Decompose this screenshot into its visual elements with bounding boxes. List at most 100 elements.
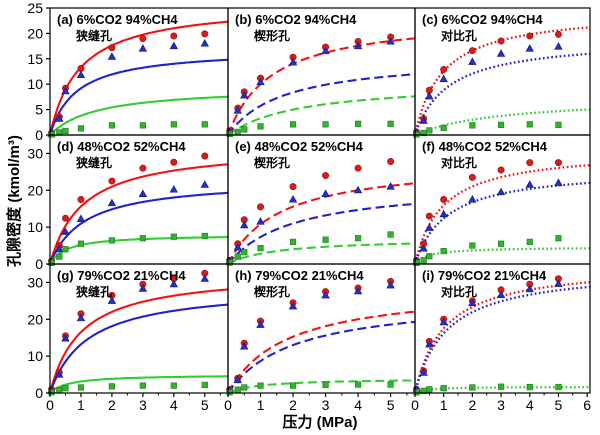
- panel-frame: [227, 134, 416, 265]
- x-tick-label: 5: [201, 397, 209, 413]
- red-circle-markers: [48, 269, 209, 393]
- green-square-markers: [48, 381, 208, 396]
- x-tick-label: 5: [387, 397, 395, 413]
- x-tick-label: 5: [555, 397, 563, 413]
- x-tick-label: 1: [440, 397, 448, 413]
- panel-i-title: (i) 79%CO2 21%CH4: [422, 268, 547, 283]
- panel-d-subtitle: 狭缝孔: [76, 156, 113, 170]
- panel-h-title: (h) 79%CO2 21%CH4: [235, 268, 364, 283]
- x-tick-label: 2: [468, 397, 476, 413]
- panel-frame: [414, 263, 591, 394]
- blue-fit-curve: [227, 202, 416, 265]
- blue-triangle-markers: [412, 42, 563, 136]
- panel-e: [225, 134, 416, 266]
- red-circle-markers: [412, 30, 562, 136]
- green-square-markers: [226, 231, 394, 266]
- y-tick-label: 10: [27, 348, 43, 364]
- x-tick-label: 0: [224, 397, 232, 413]
- panel-e-title: (e) 48%CO2 52%CH4: [235, 139, 363, 154]
- panel-g: 0 10 20 30 0 1 2 3 4 5: [27, 263, 229, 413]
- panel-d-title: (d) 48%CO2 52%CH4: [57, 139, 186, 154]
- panel-g-title: (g) 79%CO2 21%CH4: [57, 268, 186, 283]
- y-tick-label: 0: [35, 256, 43, 272]
- y-tick-label: 0: [35, 127, 43, 143]
- panel-h-subtitle: 楔形孔: [254, 285, 291, 299]
- panel-g-subtitle: 狭缝孔: [76, 285, 113, 299]
- green-square-markers: [48, 232, 208, 266]
- x-tick-label: 4: [170, 397, 178, 413]
- x-tick-label: 6: [583, 397, 591, 413]
- panel-frame: [227, 263, 416, 394]
- blue-triangle-markers: [412, 178, 563, 265]
- panel-b-subtitle: 楔形孔: [254, 29, 291, 43]
- red-fit-curve: [227, 310, 416, 394]
- x-tick-label: 3: [139, 397, 147, 413]
- green-fit-curve: [227, 379, 416, 394]
- x-tick-label: 0: [411, 397, 419, 413]
- blue-fit-curve: [413, 52, 591, 136]
- panel-f-title: (f) 48%CO2 52%CH4: [422, 139, 547, 154]
- x-tick-label: 3: [497, 397, 505, 413]
- red-circle-markers: [412, 159, 562, 264]
- green-fit-curve: [49, 375, 228, 394]
- panel-f: [412, 134, 591, 266]
- red-fit-curve: [227, 182, 416, 265]
- green-fit-curve: [227, 95, 416, 136]
- panel-f-subtitle: 对比孔: [441, 156, 478, 170]
- x-tick-label: 1: [77, 397, 85, 413]
- blue-triangle-markers: [412, 279, 563, 393]
- panel-d: 0 10 20 30: [27, 134, 229, 272]
- y-tick-label: 30: [27, 274, 43, 290]
- red-circle-markers: [48, 152, 209, 265]
- green-fit-curve: [227, 242, 416, 265]
- blue-fit-curve: [227, 73, 416, 136]
- blue-fit-curve: [413, 285, 591, 394]
- panel-e-subtitle: 楔形孔: [254, 156, 291, 170]
- y-axis-label: 孔隙密度 (kmol/m³): [6, 135, 23, 267]
- y-tick-label: 15: [27, 51, 43, 67]
- red-fit-curve: [48, 163, 229, 265]
- blue-triangle-markers: [225, 280, 395, 394]
- y-tick-label: 20: [27, 311, 43, 327]
- green-fit-curve: [49, 236, 228, 265]
- panel-a: 0 5 10 15 20 25: [27, 0, 229, 143]
- panel-frame: [227, 7, 416, 136]
- y-tick-label: 30: [27, 145, 43, 161]
- x-tick-label: 2: [108, 397, 116, 413]
- x-tick-label: 2: [289, 397, 297, 413]
- panel-c: [412, 7, 591, 138]
- green-square-markers: [413, 121, 562, 138]
- y-tick-label: 5: [35, 102, 43, 118]
- y-tick-label: 20: [27, 25, 43, 41]
- panel-b: [225, 7, 416, 138]
- x-tick-label: 4: [526, 397, 534, 413]
- panel-c-title: (c) 6%CO2 94%CH4: [422, 12, 543, 27]
- blue-triangle-markers: [47, 39, 209, 137]
- blue-triangle-markers: [225, 182, 395, 265]
- x-tick-label: 3: [322, 397, 330, 413]
- green-fit-curve: [49, 95, 229, 136]
- y-tick-label: 10: [27, 219, 43, 235]
- blue-fit-curve: [49, 303, 229, 394]
- x-tick-label: 1: [257, 397, 265, 413]
- blue-triangle-markers: [47, 274, 209, 394]
- blue-fit-curve: [48, 58, 229, 136]
- x-tick-label: 0: [46, 397, 54, 413]
- green-square-markers: [413, 383, 562, 396]
- y-tick-label: 25: [27, 0, 43, 16]
- y-tick-label: 20: [27, 182, 43, 198]
- x-tick-label: 4: [354, 397, 362, 413]
- panel-h: 0 1 2 3 4 5: [224, 263, 416, 413]
- red-fit-curve: [48, 288, 229, 394]
- blue-fit-curve: [49, 191, 229, 265]
- blue-fit-curve: [227, 320, 416, 394]
- red-circle-markers: [226, 277, 395, 394]
- green-square-markers: [226, 381, 394, 396]
- panel-frame: [49, 134, 229, 265]
- panel-i-subtitle: 对比孔: [441, 285, 478, 299]
- panel-a-title: (a) 6%CO2 94%CH4: [57, 12, 178, 27]
- panel-i: 0 1 2 3 4 5 6: [411, 263, 591, 413]
- y-tick-label: 0: [35, 385, 43, 401]
